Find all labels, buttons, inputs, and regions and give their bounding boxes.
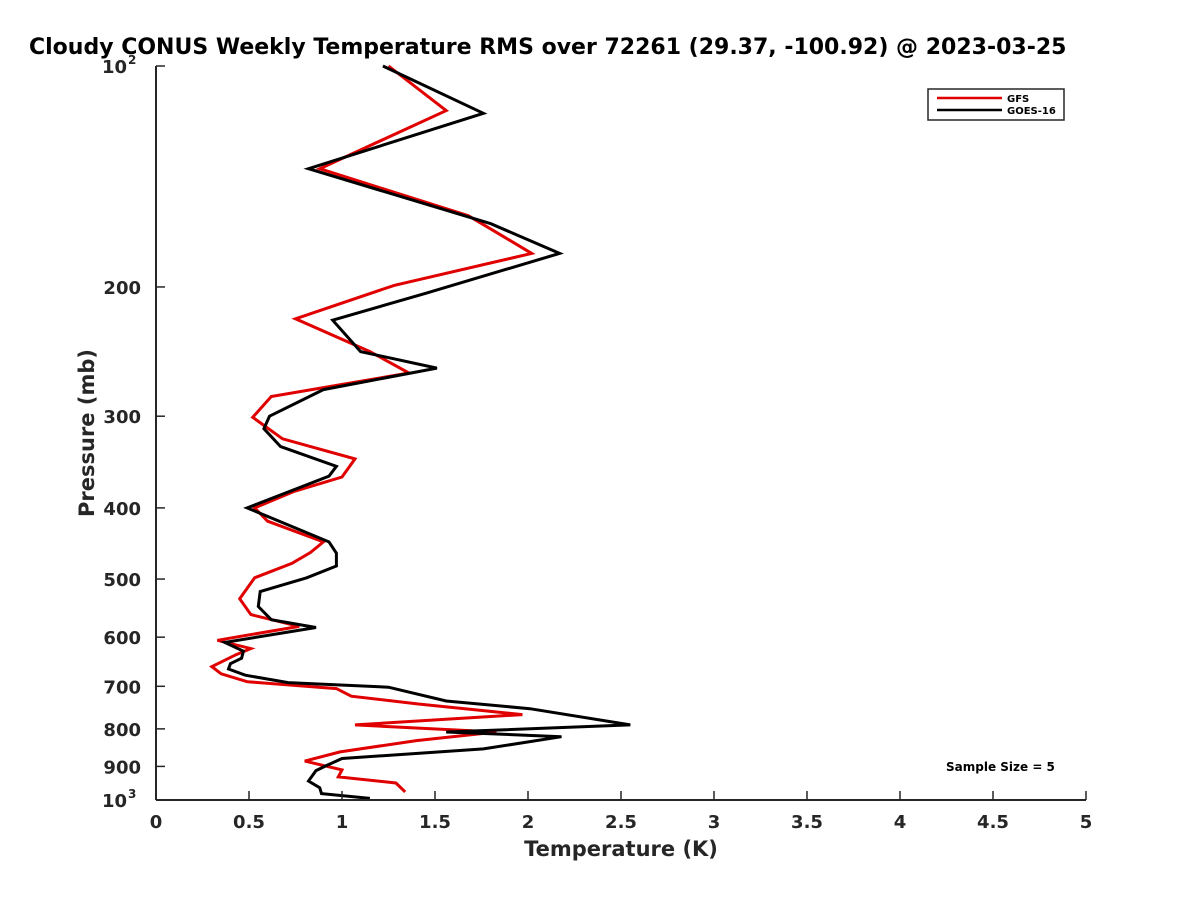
y-tick-exponent: 3	[128, 787, 136, 801]
y-tick-label: 700	[103, 677, 141, 698]
y-tick-label: 900	[103, 757, 141, 778]
x-tick-label: 3	[708, 812, 721, 833]
series-layer	[208, 64, 631, 800]
x-ticks: 0 0.5 1 1.5 2 2.5 3 3.5 4 4.5 5	[150, 791, 1093, 833]
y-tick-exponent: 2	[128, 53, 136, 67]
x-tick-label: 3.5	[791, 812, 823, 833]
x-tick-label: 4.5	[977, 812, 1009, 833]
x-tick-label: 1	[336, 812, 349, 833]
series-line-gfs	[208, 64, 536, 793]
x-tick-label: 1.5	[419, 812, 451, 833]
series-line-goes16	[219, 64, 631, 800]
y-tick-label: 10	[102, 57, 127, 78]
x-axis-label: Temperature (K)	[524, 837, 718, 861]
legend-label-goes16: GOES-16	[1007, 106, 1056, 117]
y-tick-label: 500	[103, 570, 141, 591]
y-tick-label: 300	[103, 407, 141, 428]
legend-label-gfs: GFS	[1007, 94, 1029, 105]
x-tick-label: 2.5	[605, 812, 637, 833]
sample-size-annotation: Sample Size = 5	[946, 760, 1055, 774]
legend-box	[927, 88, 1065, 121]
x-tick-label: 2	[522, 812, 535, 833]
x-tick-label: 0.5	[233, 812, 265, 833]
y-tick-label: 200	[103, 278, 141, 299]
x-tick-label: 5	[1080, 812, 1093, 833]
axes-layer	[155, 66, 1086, 801]
y-tick-label: 400	[103, 499, 141, 520]
x-tick-label: 4	[894, 812, 907, 833]
y-axis-label: Pressure (mb)	[75, 349, 99, 517]
y-tick-label: 10	[102, 791, 127, 812]
y-tick-label: 600	[103, 628, 141, 649]
legend: GFS GOES-16	[927, 88, 1065, 121]
y-tick-label: 800	[103, 720, 141, 741]
chart-title: Cloudy CONUS Weekly Temperature RMS over…	[29, 35, 1066, 60]
x-tick-label: 0	[150, 812, 163, 833]
